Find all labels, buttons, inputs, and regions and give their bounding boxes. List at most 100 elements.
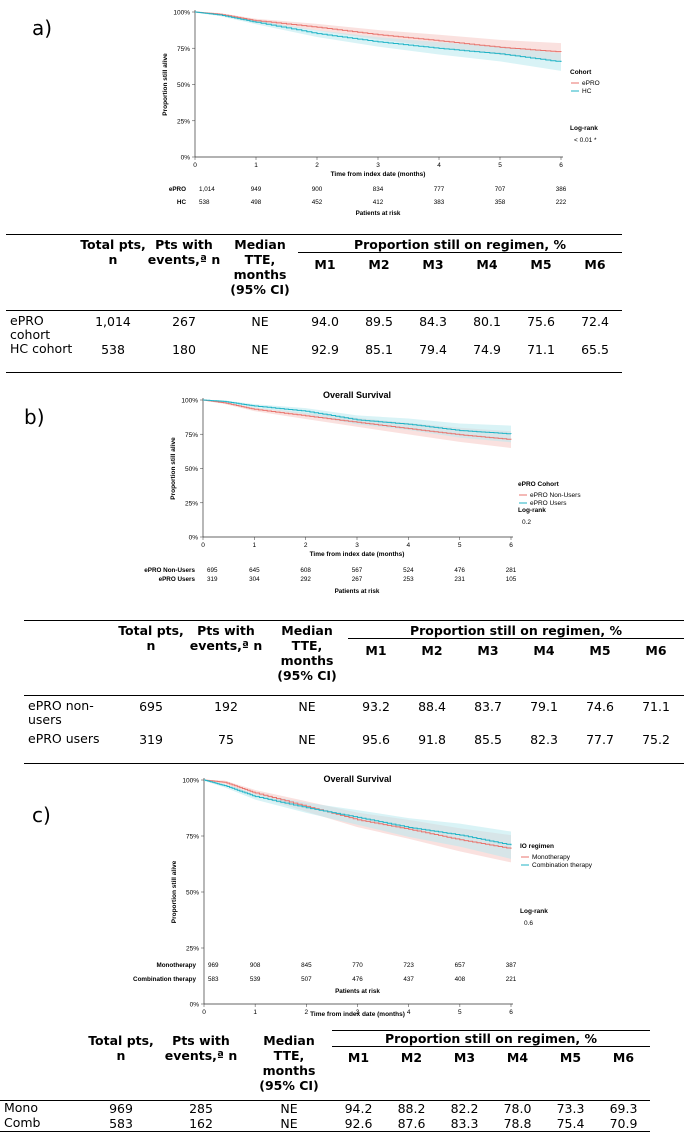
- risk-value: 707: [495, 186, 506, 193]
- header-m2: M2: [385, 1047, 438, 1101]
- cell-m1: 93.2: [348, 696, 404, 732]
- header-events: Pts with events,ª n: [186, 621, 266, 696]
- logrank-label: Log-rank: [520, 908, 548, 915]
- risk-value: 105: [506, 576, 517, 583]
- x-tick-label: 4: [407, 542, 411, 549]
- cell-m3: 85.5: [460, 732, 516, 764]
- header-m1: M1: [298, 253, 352, 311]
- risk-row-label: Combination therapy: [133, 976, 196, 983]
- header-m3: M3: [438, 1047, 491, 1101]
- risk-value: 524: [403, 567, 414, 574]
- legend-title: Cohort: [570, 69, 592, 76]
- header-m4: M4: [516, 639, 572, 696]
- risk-value: 723: [403, 962, 414, 969]
- cell-m5: 73.3: [544, 1101, 597, 1117]
- logrank-label: Log-rank: [518, 507, 546, 514]
- x-tick-label: 2: [304, 542, 308, 549]
- risk-row-label: ePRO Non-Users: [144, 567, 195, 574]
- cell-total: 969: [86, 1101, 156, 1117]
- cell-m1: 94.0: [298, 311, 352, 343]
- y-tick-label: 25%: [177, 118, 190, 125]
- cell-m2: 88.4: [404, 696, 460, 732]
- risk-value: 267: [352, 576, 363, 583]
- cell-m3: 83.3: [438, 1116, 491, 1132]
- cell-m3: 83.7: [460, 696, 516, 732]
- y-tick-label: 50%: [186, 890, 199, 897]
- legend-label: Combination therapy: [532, 862, 593, 869]
- header-median: Median TTE, months (95% CI): [222, 235, 298, 311]
- risk-value: 770: [352, 962, 363, 969]
- risk-value: 387: [506, 962, 517, 969]
- risk-value: 304: [249, 576, 260, 583]
- row-label: HC cohort: [6, 342, 80, 372]
- x-axis-label: Time from index date (months): [310, 551, 405, 558]
- legend-label: Monotherapy: [532, 854, 571, 861]
- risk-value: 452: [312, 199, 323, 206]
- y-axis-label: Proportion still alive: [170, 437, 177, 500]
- x-tick-label: 1: [254, 162, 258, 169]
- cell-m5: 74.6: [572, 696, 628, 732]
- risk-value: 231: [454, 576, 465, 583]
- cell-m3: 82.2: [438, 1101, 491, 1117]
- panel-a-summary-table: Total pts, n Pts with events,ª n Median …: [6, 234, 622, 373]
- x-tick-label: 1: [253, 542, 257, 549]
- cell-events: 267: [146, 311, 222, 343]
- risk-value: 222: [556, 199, 567, 206]
- y-tick-label: 0%: [181, 155, 191, 162]
- x-axis-label: Time from index date (months): [310, 1011, 405, 1018]
- header-m6: M6: [628, 639, 684, 696]
- x-tick-label: 5: [458, 542, 462, 549]
- risk-value: 412: [373, 199, 384, 206]
- risk-value: 539: [250, 976, 261, 983]
- cell-m1: 92.6: [332, 1116, 385, 1132]
- row-label: Mono: [0, 1101, 86, 1117]
- cell-events: 75: [186, 732, 266, 764]
- chart-title: Overall Survival: [323, 390, 391, 400]
- y-axis-label: Proportion still alive: [162, 53, 169, 116]
- cell-total: 695: [116, 696, 186, 732]
- cell-events: 162: [156, 1116, 246, 1132]
- y-tick-label: 100%: [173, 10, 190, 17]
- header-m1: M1: [348, 639, 404, 696]
- legend-label: HC: [582, 88, 592, 95]
- risk-row-label: Monotherapy: [156, 962, 196, 969]
- cell-m6: 71.1: [628, 696, 684, 732]
- y-tick-label: 25%: [185, 500, 198, 507]
- cell-m6: 72.4: [568, 311, 622, 343]
- risk-value: 383: [434, 199, 445, 206]
- risk-value: 695: [207, 567, 218, 574]
- header-m6: M6: [568, 253, 622, 311]
- legend-label: ePRO Non-Users: [530, 492, 581, 499]
- risk-value: 583: [208, 976, 219, 983]
- y-tick-label: 50%: [185, 466, 198, 473]
- panel-b-km-chart: Overall Survival0%25%50%75%100%0 1 2 3 4 5 6Pr…: [0, 380, 685, 600]
- cell-total: 538: [80, 342, 146, 372]
- risk-value: 221: [506, 976, 517, 983]
- cell-m3: 79.4: [406, 342, 460, 372]
- header-m3: M3: [406, 253, 460, 311]
- panel-c-km-chart: Overall Survival0%25%50%75%100%0 1 2 3 4 5 6Pr…: [0, 760, 685, 1022]
- legend-title: IO regimen: [520, 843, 554, 850]
- logrank-label: Log-rank: [570, 125, 598, 132]
- risk-row-label: ePRO Users: [159, 576, 196, 583]
- risk-value: 507: [301, 976, 312, 983]
- risk-value: 538: [199, 199, 210, 206]
- x-tick-label: 5: [498, 162, 502, 169]
- risk-value: 498: [251, 199, 262, 206]
- risk-value: 476: [352, 976, 363, 983]
- risk-value: 949: [251, 186, 262, 193]
- cell-m6: 75.2: [628, 732, 684, 764]
- header-m4: M4: [491, 1047, 544, 1101]
- header-median: Median TTE, months (95% CI): [266, 621, 348, 696]
- y-tick-label: 50%: [177, 82, 190, 89]
- cell-m5: 71.1: [514, 342, 568, 372]
- cell-m2: 85.1: [352, 342, 406, 372]
- risk-table-title: Patients at risk: [335, 588, 380, 595]
- cell-median: NE: [222, 311, 298, 343]
- header-m2: M2: [352, 253, 406, 311]
- y-axis-label: Proportion still alive: [171, 860, 178, 923]
- cell-m4: 82.3: [516, 732, 572, 764]
- risk-value: 358: [495, 199, 506, 206]
- x-tick-label: 2: [315, 162, 319, 169]
- panel-c-summary-table: Total pts, n Pts with events,ª n Median …: [0, 1030, 650, 1132]
